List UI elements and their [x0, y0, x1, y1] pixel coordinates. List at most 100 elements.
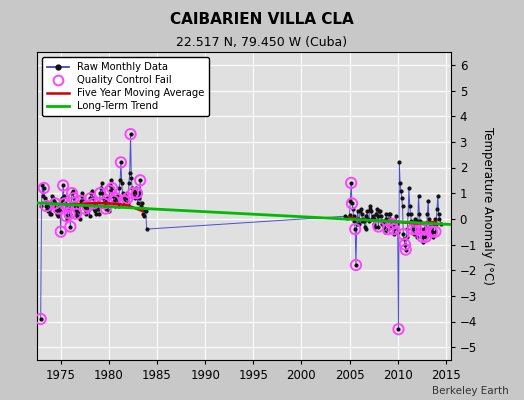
- Point: [417, 226, 425, 232]
- Point: [96, 190, 104, 196]
- Point: [390, 231, 399, 238]
- Point: [360, 218, 368, 225]
- Point: [136, 177, 145, 184]
- Point: [124, 200, 133, 207]
- Point: [96, 185, 105, 191]
- Point: [432, 221, 440, 227]
- Point: [353, 221, 361, 227]
- Point: [105, 208, 113, 214]
- Point: [131, 187, 139, 194]
- Point: [361, 223, 369, 230]
- Point: [411, 216, 420, 222]
- Point: [129, 190, 137, 196]
- Point: [136, 177, 145, 184]
- Point: [52, 208, 60, 214]
- Point: [346, 198, 355, 204]
- Point: [108, 185, 116, 191]
- Point: [352, 262, 360, 268]
- Point: [58, 198, 67, 204]
- Point: [427, 223, 435, 230]
- Point: [389, 226, 398, 232]
- Point: [39, 192, 47, 199]
- Point: [372, 210, 380, 217]
- Point: [108, 192, 117, 199]
- Point: [108, 185, 116, 191]
- Point: [102, 198, 111, 204]
- Point: [90, 200, 98, 207]
- Point: [78, 192, 86, 199]
- Point: [105, 187, 114, 194]
- Point: [110, 198, 118, 204]
- Point: [387, 223, 396, 230]
- Point: [421, 221, 429, 227]
- Point: [68, 190, 76, 196]
- Point: [88, 187, 96, 194]
- Point: [82, 210, 91, 217]
- Point: [134, 200, 142, 207]
- Point: [119, 195, 127, 202]
- Point: [374, 213, 382, 220]
- Point: [369, 216, 378, 222]
- Point: [347, 180, 355, 186]
- Point: [69, 195, 78, 202]
- Point: [66, 210, 74, 217]
- Point: [40, 185, 48, 191]
- Point: [95, 210, 103, 217]
- Point: [428, 228, 436, 235]
- Point: [416, 218, 424, 225]
- Point: [38, 182, 47, 189]
- Point: [69, 195, 78, 202]
- Point: [116, 177, 124, 184]
- Y-axis label: Temperature Anomaly (°C): Temperature Anomaly (°C): [481, 127, 494, 285]
- Point: [367, 208, 375, 214]
- Point: [362, 213, 370, 220]
- Point: [422, 234, 430, 240]
- Point: [431, 228, 440, 235]
- Point: [62, 213, 71, 220]
- Point: [112, 195, 121, 202]
- Point: [343, 214, 352, 221]
- Point: [357, 210, 366, 217]
- Point: [355, 221, 363, 227]
- Point: [94, 205, 103, 212]
- Point: [79, 198, 88, 204]
- Point: [401, 241, 409, 248]
- Point: [121, 200, 129, 207]
- Point: [399, 231, 408, 238]
- Point: [126, 170, 134, 176]
- Point: [138, 205, 147, 212]
- Point: [62, 213, 71, 220]
- Point: [399, 231, 408, 238]
- Point: [93, 200, 102, 207]
- Point: [415, 210, 423, 217]
- Point: [377, 213, 385, 220]
- Point: [424, 198, 432, 204]
- Point: [54, 205, 62, 212]
- Point: [81, 205, 89, 212]
- Point: [66, 210, 74, 217]
- Point: [123, 195, 132, 202]
- Point: [40, 185, 48, 191]
- Point: [66, 223, 74, 230]
- Point: [434, 192, 442, 199]
- Point: [374, 223, 383, 230]
- Point: [378, 218, 387, 225]
- Point: [93, 203, 101, 209]
- Point: [348, 200, 356, 207]
- Point: [406, 203, 414, 209]
- Point: [409, 226, 417, 232]
- Point: [53, 213, 62, 220]
- Point: [91, 208, 100, 214]
- Point: [86, 195, 95, 202]
- Point: [129, 190, 137, 196]
- Point: [391, 218, 399, 225]
- Point: [75, 208, 83, 214]
- Point: [55, 203, 63, 209]
- Text: 22.517 N, 79.450 W (Cuba): 22.517 N, 79.450 W (Cuba): [177, 36, 347, 49]
- Point: [85, 205, 93, 212]
- Point: [42, 203, 50, 209]
- Point: [368, 213, 377, 220]
- Point: [383, 210, 391, 217]
- Point: [347, 180, 355, 186]
- Point: [392, 213, 400, 220]
